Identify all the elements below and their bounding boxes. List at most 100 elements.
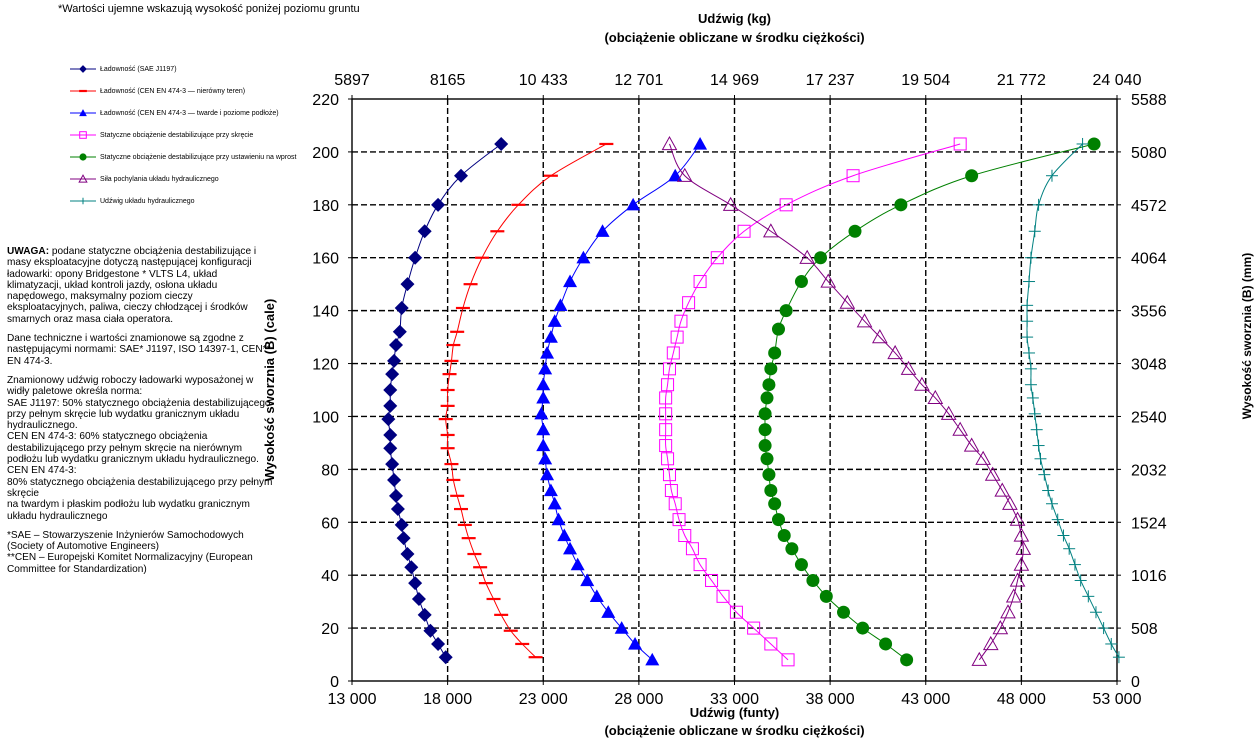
data-point: [846, 169, 860, 183]
data-point: [971, 651, 988, 666]
data-point: [771, 322, 785, 336]
data-point: [1023, 346, 1036, 359]
data-point: [1021, 299, 1034, 312]
data-point: [614, 621, 629, 634]
data-point: [1028, 407, 1041, 420]
data-point: [392, 324, 407, 339]
uwaga-text: podane statyczne obciążenia destabilizuj…: [7, 246, 257, 325]
data-point: [411, 591, 426, 606]
legend-item: Statyczne obciążenie destabilizujące prz…: [68, 146, 338, 168]
legend-label: Ładowność (SAE J1197): [100, 65, 177, 73]
legend-label: Statyczne obciążenie destabilizujące prz…: [100, 153, 297, 161]
y2-tick-label: 508: [1131, 621, 1158, 638]
x-tick-label: 33 000: [710, 691, 759, 708]
legend-swatch: [70, 153, 96, 161]
y-axis-label: Wysokość sworznia (B) (cale): [262, 299, 277, 482]
series-1: [381, 136, 509, 665]
data-point: [662, 362, 676, 376]
data-point: [768, 497, 782, 511]
data-point: [538, 361, 553, 375]
data-point: [659, 407, 673, 421]
y-tick-label: 180: [312, 198, 339, 215]
data-point: [965, 169, 979, 183]
y2-tick-label: 1524: [1131, 515, 1167, 532]
data-point: [659, 423, 673, 437]
y-tick-label: 160: [312, 251, 339, 268]
data-point: [758, 423, 772, 437]
data-point: [682, 296, 696, 310]
data-point: [626, 197, 641, 211]
x-tick-label: 28 000: [614, 691, 663, 708]
data-point: [536, 390, 551, 404]
cen-definition: **CEN – Europejski Komitet Normalizacyjn…: [7, 552, 253, 575]
series-7: [1021, 137, 1125, 664]
data-point: [839, 294, 856, 309]
legend-swatch: [70, 174, 96, 183]
data-point: [729, 605, 743, 619]
data-point: [383, 398, 398, 413]
data-point: [952, 421, 969, 436]
data-point: [1032, 439, 1045, 452]
data-point: [536, 438, 551, 452]
data-point: [872, 329, 888, 344]
x-axis-sublabel: (obciążenie obliczane w środku ciężkości…: [604, 723, 864, 738]
data-point: [764, 637, 778, 651]
x2-tick-label: 5897: [334, 72, 370, 89]
data-point: [400, 277, 415, 292]
data-point: [1013, 556, 1030, 571]
legend-item: Udźwig układu hydraulicznego: [68, 190, 338, 212]
y-tick-label: 60: [321, 515, 339, 532]
data-point: [737, 224, 751, 238]
y2-axis-label: Wysokość sworznia (B) (mm): [1240, 252, 1254, 420]
uwaga-title: UWAGA:: [7, 246, 50, 257]
series-5: [758, 137, 1101, 667]
data-point: [580, 573, 595, 587]
data-point: [1024, 378, 1037, 391]
data-point: [661, 452, 675, 466]
data-point: [563, 274, 578, 288]
data-point: [1028, 225, 1041, 238]
data-point: [540, 467, 555, 481]
series-line: [665, 143, 961, 661]
data-point: [1021, 315, 1034, 328]
data-point: [394, 517, 409, 532]
series-line: [540, 143, 701, 661]
top-note: *Wartości ujemne wskazują wysokość poniż…: [58, 3, 360, 15]
data-point: [1021, 331, 1034, 344]
data-point: [1045, 497, 1058, 510]
data-point: [383, 427, 398, 442]
x2-tick-label: 17 237: [806, 72, 855, 89]
data-point: [676, 167, 693, 182]
series-2: [438, 142, 614, 659]
data-point: [454, 168, 469, 183]
chart-title: Udźwig (kg): [698, 11, 771, 26]
data-point: [747, 621, 761, 635]
data-point: [1057, 529, 1070, 542]
data-point: [408, 250, 423, 265]
data-point: [661, 135, 678, 151]
data-point: [388, 338, 403, 353]
data-point: [543, 330, 558, 343]
data-point: [768, 346, 782, 360]
chart-legend: Ładowność (SAE J1197) Ładowność (CEN EN 4…: [68, 58, 338, 212]
data-point: [659, 439, 673, 453]
data-point: [963, 437, 980, 452]
data-point: [1015, 540, 1032, 555]
data-point: [1034, 452, 1047, 465]
y-tick-label: 100: [312, 409, 339, 426]
y-tick-label: 140: [312, 304, 339, 321]
data-point: [668, 497, 682, 511]
data-point: [534, 406, 549, 420]
data-point: [1038, 468, 1051, 481]
data-point: [1087, 137, 1101, 151]
data-point: [771, 513, 785, 527]
legend-swatch: [70, 131, 96, 139]
data-point: [1097, 622, 1110, 635]
x-tick-label: 48 000: [997, 691, 1046, 708]
data-point: [984, 466, 1001, 481]
data-point: [900, 653, 914, 667]
legend-item: Siła pochylania układu hydraulicznego: [68, 168, 338, 190]
data-point: [1045, 169, 1058, 182]
series-line: [445, 143, 607, 658]
legend-swatch: [70, 89, 96, 93]
